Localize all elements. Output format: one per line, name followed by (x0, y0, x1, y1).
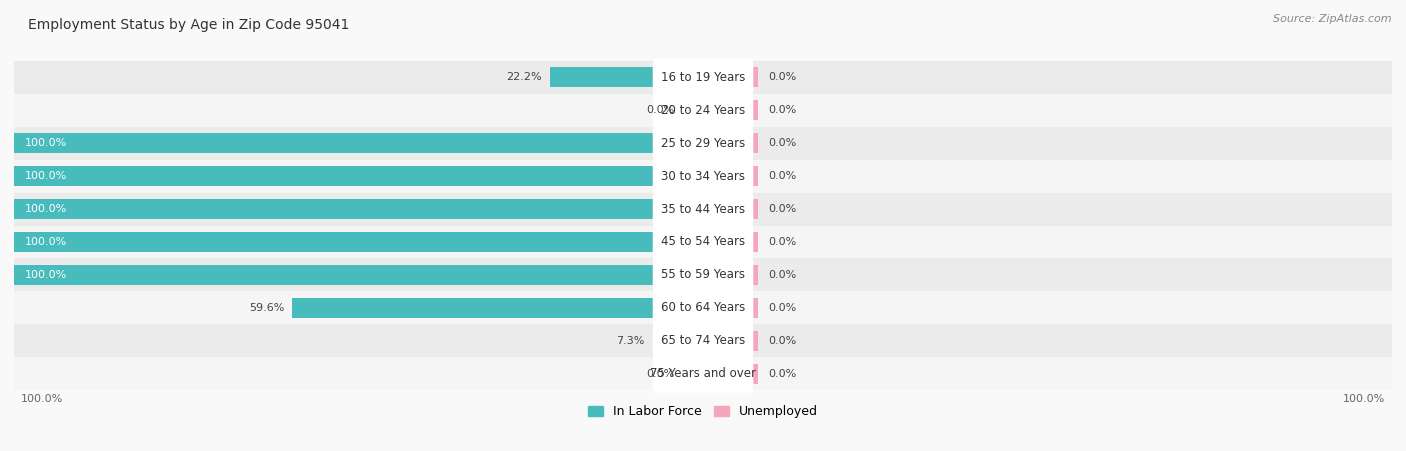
Text: 30 to 34 Years: 30 to 34 Years (661, 170, 745, 183)
Text: 75 Years and over: 75 Years and over (650, 367, 756, 380)
Bar (14, 166, 703, 186)
Text: 0.0%: 0.0% (769, 171, 797, 181)
Text: 0.0%: 0.0% (769, 138, 797, 148)
Text: 35 to 44 Years: 35 to 44 Years (661, 202, 745, 216)
Text: 100.0%: 100.0% (24, 138, 66, 148)
Bar (14, 324, 1392, 357)
FancyBboxPatch shape (652, 58, 754, 96)
Text: 0.0%: 0.0% (645, 105, 673, 115)
Text: 100.0%: 100.0% (24, 237, 66, 247)
Text: 60 to 64 Years: 60 to 64 Years (661, 301, 745, 314)
Bar (703, 232, 758, 252)
Bar (703, 199, 758, 219)
Text: 0.0%: 0.0% (769, 204, 797, 214)
FancyBboxPatch shape (652, 190, 754, 228)
Text: 16 to 19 Years: 16 to 19 Years (661, 71, 745, 84)
FancyBboxPatch shape (652, 256, 754, 294)
FancyBboxPatch shape (652, 223, 754, 261)
Legend: In Labor Force, Unemployed: In Labor Force, Unemployed (588, 405, 818, 418)
Bar (703, 100, 758, 120)
Text: 65 to 74 Years: 65 to 74 Years (661, 334, 745, 347)
Text: 55 to 59 Years: 55 to 59 Years (661, 268, 745, 281)
Text: 0.0%: 0.0% (769, 369, 797, 379)
Bar (292, 298, 703, 318)
Text: 0.0%: 0.0% (769, 237, 797, 247)
Bar (703, 331, 758, 351)
Bar (703, 364, 758, 384)
Bar (14, 357, 1392, 390)
FancyBboxPatch shape (652, 124, 754, 162)
FancyBboxPatch shape (652, 355, 754, 393)
FancyBboxPatch shape (652, 289, 754, 327)
Text: 100.0%: 100.0% (21, 394, 63, 404)
Text: 25 to 29 Years: 25 to 29 Years (661, 137, 745, 150)
Bar (14, 199, 703, 219)
Text: 100.0%: 100.0% (24, 270, 66, 280)
Text: 0.0%: 0.0% (645, 369, 673, 379)
Text: 45 to 54 Years: 45 to 54 Years (661, 235, 745, 249)
Text: 59.6%: 59.6% (249, 303, 284, 313)
Text: 20 to 24 Years: 20 to 24 Years (661, 104, 745, 117)
Bar (14, 127, 1392, 160)
Bar (14, 133, 703, 153)
Bar (14, 193, 1392, 226)
Text: 100.0%: 100.0% (24, 171, 66, 181)
Bar (703, 133, 758, 153)
Text: Employment Status by Age in Zip Code 95041: Employment Status by Age in Zip Code 950… (28, 18, 350, 32)
FancyBboxPatch shape (652, 157, 754, 195)
Bar (652, 331, 703, 351)
Bar (14, 291, 1392, 324)
Text: 0.0%: 0.0% (769, 105, 797, 115)
Text: 22.2%: 22.2% (506, 72, 541, 82)
Bar (550, 67, 703, 87)
Text: 100.0%: 100.0% (1343, 394, 1385, 404)
Bar (14, 226, 1392, 258)
Bar (14, 232, 703, 252)
FancyBboxPatch shape (652, 322, 754, 360)
Text: 0.0%: 0.0% (769, 303, 797, 313)
Bar (703, 67, 758, 87)
Text: 7.3%: 7.3% (616, 336, 644, 346)
Text: 0.0%: 0.0% (769, 270, 797, 280)
Text: 0.0%: 0.0% (769, 72, 797, 82)
Bar (703, 298, 758, 318)
Text: Source: ZipAtlas.com: Source: ZipAtlas.com (1274, 14, 1392, 23)
Bar (703, 166, 758, 186)
Bar (14, 258, 1392, 291)
Bar (14, 94, 1392, 127)
Bar (703, 265, 758, 285)
Bar (14, 265, 703, 285)
Text: 0.0%: 0.0% (769, 336, 797, 346)
Text: 100.0%: 100.0% (24, 204, 66, 214)
FancyBboxPatch shape (652, 91, 754, 129)
Bar (14, 61, 1392, 94)
Bar (14, 160, 1392, 193)
